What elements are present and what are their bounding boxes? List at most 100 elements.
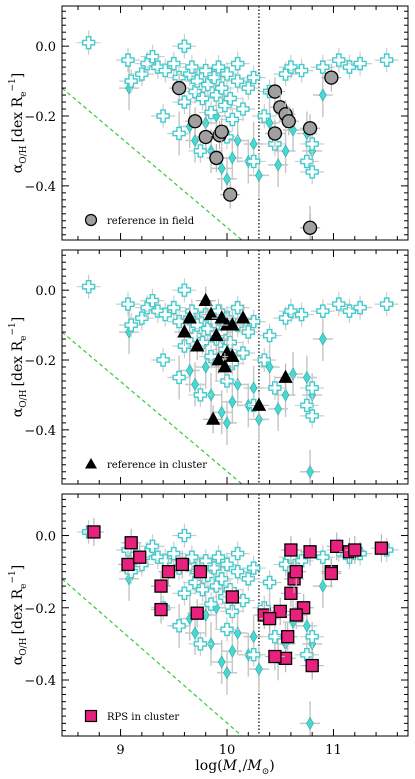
cluster-reference-point [217,359,233,373]
diamond-point [233,377,242,392]
x-tick-label: 10 [219,743,236,758]
diamond-point [306,465,314,479]
diamond-point [306,716,314,730]
rps-point [133,550,147,564]
rps-point [289,565,303,579]
cross-point [209,579,224,593]
rps-point [175,557,189,572]
diamond-point [223,666,231,680]
rps-point [121,557,135,572]
rps-point [161,565,176,579]
diamond-point [228,395,237,409]
cluster-reference-point [190,338,205,352]
cross-point [380,53,394,67]
diamond-point [255,662,263,676]
cross-point [380,297,394,311]
cross-point [140,300,154,315]
y-tick-label: 0.0 [35,40,56,55]
cross-point [145,539,160,554]
y-axis-label-part: ] [10,565,26,570]
x-axis-label-part: ) [269,758,274,774]
diamond-point [318,332,327,346]
rps-point [348,543,362,557]
cross-point [305,137,319,151]
diamond-point [249,137,258,151]
cluster-reference-point [209,327,224,341]
cross-point [236,102,250,116]
diamond-point [281,144,290,158]
rps-point [324,566,338,581]
cross-point [257,109,271,123]
field-reference-point [171,80,187,96]
cross-point [177,39,192,53]
cross-point [262,328,277,343]
x-tick-label: 9 [116,743,124,758]
cross-point [214,572,229,586]
cross-point [158,307,172,322]
rps-point [273,604,287,619]
cross-point [246,154,261,169]
cross-point [177,586,192,601]
rps-point [87,525,101,539]
diamond-point [233,133,242,148]
diamond-point [274,402,282,416]
rps-point [281,630,295,644]
cross-point [316,60,330,74]
x-axis-label-part: log( [195,758,222,774]
cross-point [353,300,367,315]
legend-label: reference in field [107,216,195,227]
diamond-point [185,363,194,378]
diamond-point [217,405,226,419]
field-reference-point [198,129,213,145]
x-tick-label: 11 [325,743,342,758]
cross-point [220,622,234,637]
y-axis-label-part: ] [10,73,26,78]
cross-point [177,283,192,297]
cross-point [201,321,215,336]
legend-marker [84,709,98,723]
cluster-reference-point [198,292,213,307]
cross-point [305,629,319,644]
y-axis-label: αO/H [dex Re−1] [8,565,29,665]
rps-point [154,602,168,617]
diamond-point [223,172,231,186]
rps-point [225,590,239,604]
cross-point [121,297,135,311]
field-reference-point [324,70,339,85]
legend-label: reference in cluster [107,460,207,471]
cross-point [278,311,293,325]
cross-point [167,300,181,315]
cluster-reference-point [278,369,293,383]
plot-area [62,250,399,484]
cross-point [236,346,250,360]
diamond-point [255,168,263,182]
y-axis-label: αO/H [dex Re−1] [8,73,29,173]
rps-point [124,536,138,550]
y-axis-label-part: −1 [8,570,18,583]
cluster-reference-point [251,397,267,411]
cross-point [158,63,172,78]
diamond-point [318,579,327,593]
cross-point [353,56,367,71]
field-reference-point [281,114,296,129]
cross-point [172,619,186,633]
diamond-point [303,370,311,385]
cross-point [294,307,309,322]
cluster-reference-point [225,317,240,331]
rps-point [289,608,303,622]
diamond-point [228,644,237,658]
cross-point [218,98,232,113]
cross-point [257,353,271,367]
cross-point [225,112,240,127]
cross-point [195,91,210,106]
cross-point [284,60,298,74]
cross-point [172,370,186,385]
y-axis-label-part: α [10,407,26,417]
cluster-reference-point [203,306,219,321]
rps-point [268,649,282,664]
x-axis-label-part: ⋆ [237,767,243,777]
field-reference-point [267,84,283,99]
cross-point [193,144,208,158]
field-reference-point [302,121,318,136]
field-reference-point [267,126,283,141]
